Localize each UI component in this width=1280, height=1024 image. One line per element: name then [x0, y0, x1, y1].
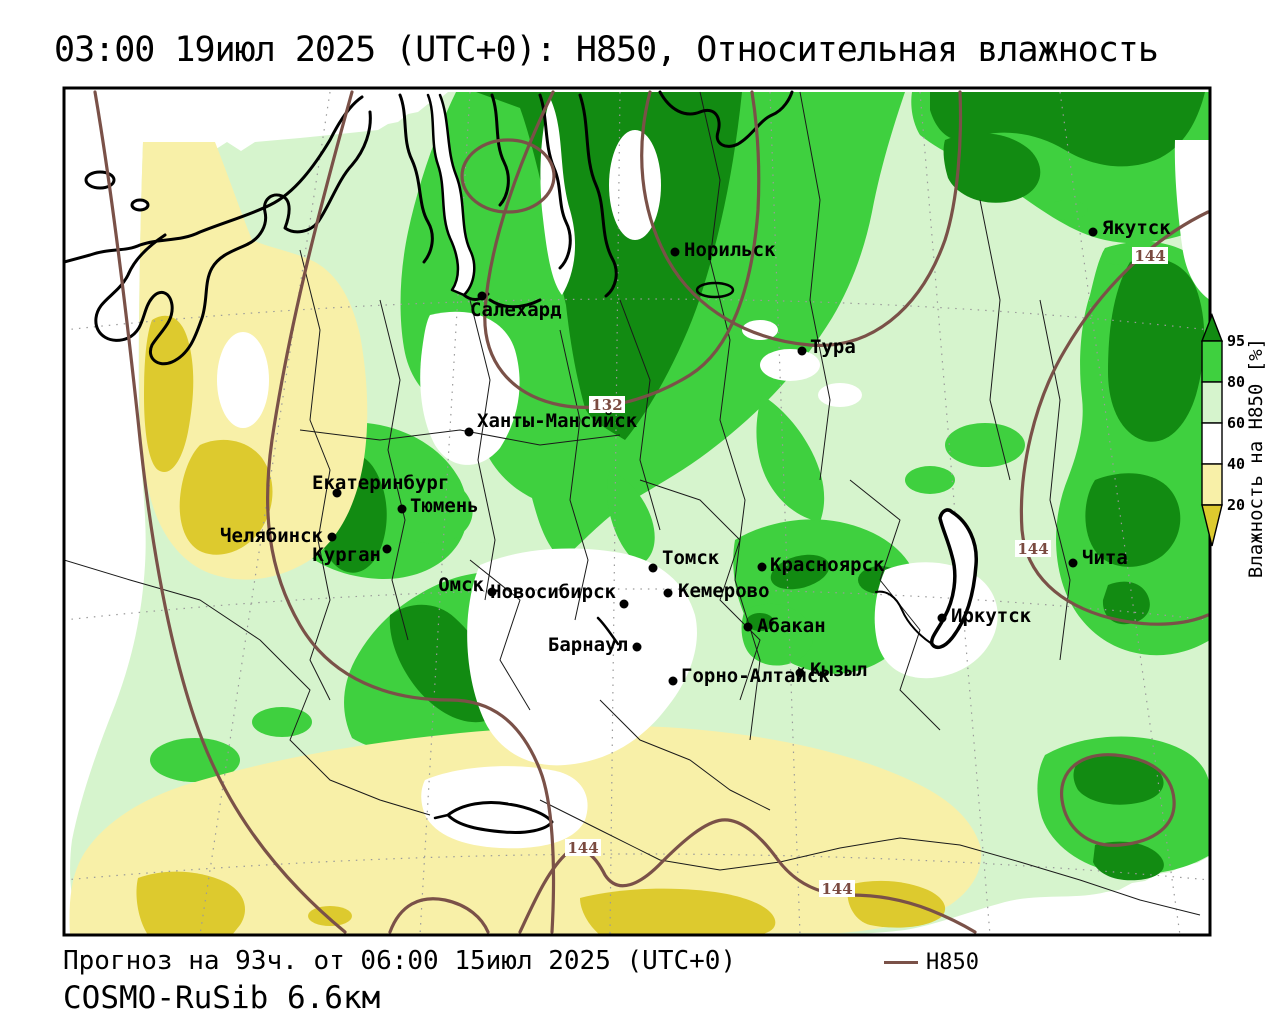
- city-marker: Екатеринбург: [312, 472, 449, 498]
- city-dot: [1089, 228, 1098, 237]
- city-dot: [633, 643, 642, 652]
- city-dot: [398, 505, 407, 514]
- city-label: Красноярск: [770, 554, 885, 576]
- city-label: Барнаул: [548, 634, 628, 656]
- city-label: Иркутск: [951, 605, 1032, 627]
- city-label: Ханты-Мансийск: [477, 410, 638, 432]
- city-label: Курган: [312, 544, 381, 566]
- contour-value-label: 144: [565, 839, 601, 857]
- colorbar-segment: [1202, 382, 1222, 423]
- colorbar-tick: 40: [1227, 455, 1245, 473]
- city-label: Чита: [1082, 547, 1128, 569]
- contour-value-label: 144: [819, 880, 855, 898]
- weather-map-screen: 03:00 19июл 2025 (UTC+0): H850, Относите…: [0, 0, 1280, 1024]
- city-dot: [620, 600, 629, 609]
- colorbar-title: Влажность на H850 [%]: [1245, 338, 1267, 578]
- city-label: Якутск: [1102, 217, 1171, 239]
- city-dot: [664, 589, 673, 598]
- city-dot: [465, 428, 474, 437]
- colorbar-tick: 95: [1227, 332, 1245, 350]
- city-label: Екатеринбург: [312, 472, 449, 494]
- city-marker: Красноярск: [758, 554, 885, 576]
- city-label: Омск: [438, 574, 484, 596]
- city-dot: [798, 347, 807, 356]
- city-dot: [796, 669, 805, 678]
- city-label: Абакан: [757, 615, 826, 637]
- h850-legend-line: [884, 961, 918, 964]
- city-label: Новосибирск: [490, 581, 616, 603]
- model-info: COSMO-RuSib 6.6км: [63, 980, 380, 1016]
- city-label: Челябинск: [220, 525, 324, 547]
- colorbar-segment: [1202, 341, 1222, 382]
- forecast-info: Прогноз на 93ч. от 06:00 15июл 2025 (UTC…: [63, 946, 736, 976]
- city-label: Тура: [810, 336, 856, 358]
- city-marker: Барнаул: [548, 634, 642, 656]
- city-dot: [744, 623, 753, 632]
- city-marker: Норильск: [671, 239, 777, 261]
- contour-label-text: 144: [1134, 247, 1165, 265]
- city-marker: Курган: [312, 544, 391, 566]
- city-marker: Иркутск: [938, 605, 1032, 627]
- city-dot: [383, 545, 392, 554]
- city-label: Горно-Алтайск: [681, 665, 830, 687]
- contour-label-text: 144: [821, 880, 852, 898]
- city-dot: [328, 533, 337, 542]
- humidity-map: 132144144144144 НорильскЯкутскСалехардТу…: [0, 0, 1280, 1024]
- colorbar-tick: 80: [1227, 373, 1245, 391]
- contour-value-label: 144: [1132, 247, 1168, 265]
- city-marker: Кемерово: [664, 580, 770, 602]
- city-marker: Горно-Алтайск: [669, 665, 831, 687]
- h850-legend: H850: [884, 950, 979, 975]
- city-label: Томск: [662, 547, 720, 569]
- city-label: Норильск: [684, 239, 776, 261]
- colorbar-segment: [1202, 423, 1222, 464]
- colorbar-tick: 20: [1227, 496, 1245, 514]
- city-label: Кемерово: [678, 580, 770, 602]
- city-dot: [758, 563, 767, 572]
- city-dot: [1069, 559, 1078, 568]
- city-dot: [938, 614, 947, 623]
- city-marker: Тюмень: [398, 495, 479, 517]
- colorbar-tick: 60: [1227, 414, 1245, 432]
- h850-legend-label: H850: [926, 950, 979, 975]
- humidity-colorbar: 95 80 60 40 20Влажность на H850 [%]: [1202, 315, 1267, 578]
- city-dot: [649, 564, 658, 573]
- city-dot: [669, 677, 678, 686]
- city-label: Кызыл: [810, 659, 867, 681]
- contour-label-text: 144: [1017, 540, 1048, 558]
- contour-value-label: 144: [1015, 540, 1051, 558]
- city-label: Салехард: [470, 299, 562, 321]
- colorbar-segment: [1202, 464, 1222, 505]
- contour-label-text: 144: [567, 839, 598, 857]
- city-dot: [671, 248, 680, 257]
- city-label: Тюмень: [410, 495, 479, 517]
